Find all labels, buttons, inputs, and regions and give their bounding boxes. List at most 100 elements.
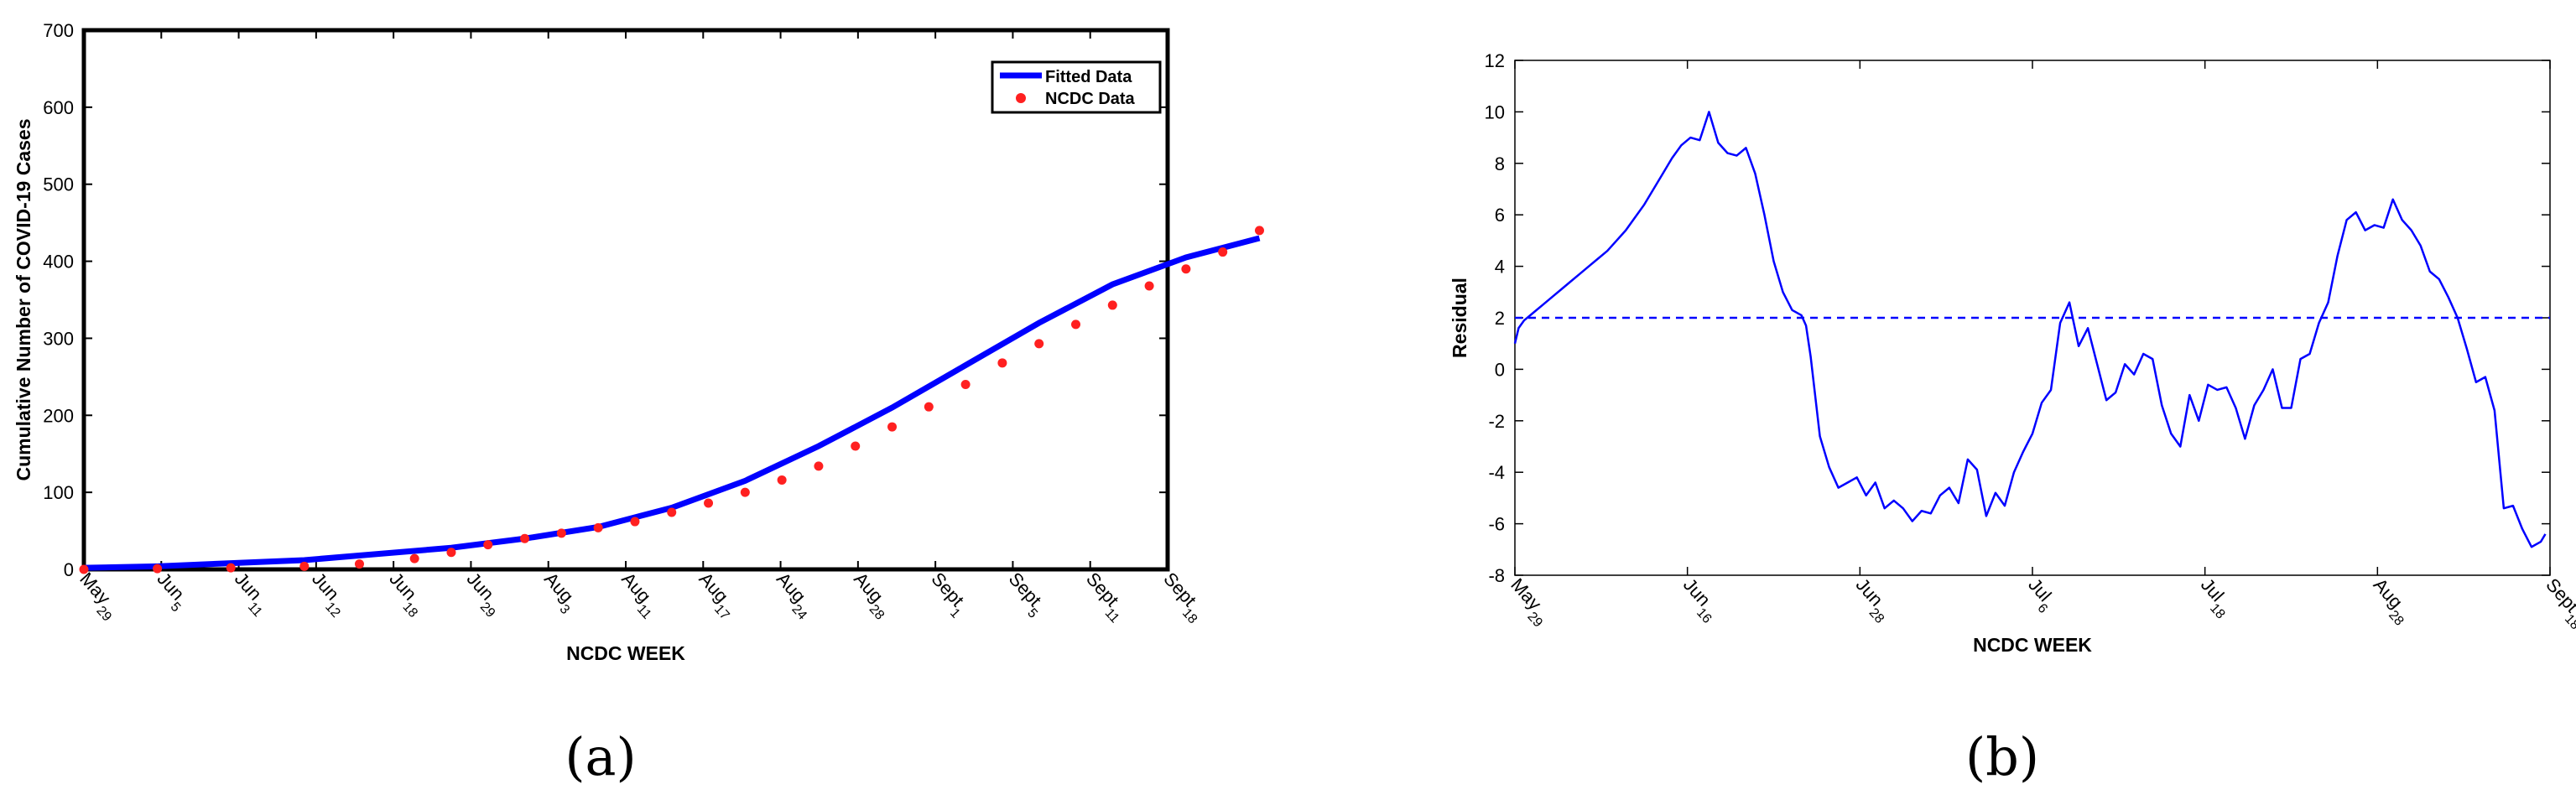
- ncdc-data-point: [79, 564, 89, 574]
- y-tick-label: 8: [1495, 153, 1505, 174]
- x-tick-day: 29: [93, 604, 114, 625]
- x-tick-day: 28: [1866, 605, 1887, 626]
- ncdc-data-point: [1071, 319, 1081, 330]
- legend: Fitted Data NCDC Data: [991, 60, 1162, 114]
- x-tick-month: Aug: [695, 569, 733, 607]
- ncdc-data-point: [960, 380, 971, 390]
- x-tick-month: Sept: [927, 569, 968, 610]
- y-tick-label: 2: [1495, 308, 1505, 329]
- x-tick-label: Jun29: [457, 569, 508, 621]
- ncdc-data-point: [354, 559, 364, 569]
- ncdc-data-point: [1144, 281, 1154, 291]
- x-tick-label: Sept18: [1154, 569, 1211, 627]
- x-tick-label: Jul6: [2019, 574, 2061, 616]
- y-tick-label: -2: [1488, 411, 1505, 432]
- y-tick-label: 500: [43, 174, 74, 195]
- x-tick-month: Jul: [2024, 574, 2055, 606]
- ncdc-data-point: [226, 563, 236, 573]
- ncdc-data-point: [704, 498, 714, 508]
- x-tick-month: Jul: [2197, 574, 2228, 606]
- x-tick-month: Jun: [1679, 574, 1715, 610]
- x-tick-day: 12: [322, 600, 343, 621]
- y-tick-label: 10: [1485, 101, 1505, 122]
- chart-a: 0100200300400500600700May29Jun5Jun11Jun1…: [13, 20, 1264, 664]
- x-tick-day: 24: [788, 602, 809, 623]
- ncdc-data-point: [887, 422, 898, 432]
- panel-label-a: (a): [565, 726, 636, 787]
- y-tick-label: 100: [43, 482, 74, 503]
- y-axis-label: Residual: [1449, 278, 1470, 358]
- x-tick-month: Jun: [385, 569, 420, 605]
- x-tick-month: Aug: [617, 569, 655, 607]
- x-tick-day: 6: [2034, 601, 2050, 616]
- x-tick-label: Jun18: [380, 569, 431, 621]
- fitted-data-line: [83, 235, 1261, 571]
- y-tick-label: 200: [43, 405, 74, 426]
- x-tick-day: 29: [1524, 610, 1545, 631]
- ncdc-data-point: [1034, 339, 1044, 349]
- x-tick-day: 18: [2207, 601, 2228, 622]
- x-tick-month: May: [75, 569, 114, 609]
- x-tick-month: Aug: [773, 569, 810, 607]
- x-tick-label: May29: [1501, 574, 1556, 631]
- y-tick-label: 300: [43, 328, 74, 349]
- ncdc-data-point: [593, 522, 603, 532]
- x-tick-day: 18: [1179, 606, 1200, 627]
- x-tick-label: Aug17: [690, 569, 742, 623]
- x-tick-day: 11: [245, 600, 265, 620]
- chart-b: -8-6-4-2024681012May29Jun16Jun28Jul6Jul1…: [1449, 50, 2576, 656]
- x-tick-month: Aug: [540, 569, 578, 607]
- x-tick-label: Jul18: [2191, 574, 2238, 622]
- x-tick-label: Jun11: [225, 569, 275, 621]
- x-tick-day: 28: [2386, 608, 2407, 629]
- x-tick-label: Aug28: [2364, 574, 2417, 629]
- panel-label-b: (b): [1965, 726, 2039, 787]
- ncdc-data-point: [1181, 264, 1191, 274]
- y-tick-label: 0: [1495, 359, 1505, 380]
- x-tick-month: Sept: [2542, 574, 2576, 616]
- legend-fitted-label: Fitted Data: [1045, 68, 1132, 86]
- x-tick-month: Sept: [1005, 569, 1046, 610]
- x-tick-label: May29: [70, 569, 125, 625]
- ncdc-data-point: [1107, 300, 1117, 310]
- x-tick-month: Jun: [154, 569, 189, 605]
- x-tick-month: May: [1507, 574, 1545, 615]
- ncdc-data-point: [740, 487, 750, 497]
- x-tick-label: Jun16: [1673, 574, 1725, 626]
- ncdc-data-point: [924, 402, 934, 412]
- ncdc-data-point: [997, 358, 1007, 368]
- ncdc-data-point: [814, 461, 824, 471]
- x-tick-day: 17: [711, 602, 732, 623]
- x-tick-day: 3: [557, 602, 573, 617]
- x-tick-day: 11: [1102, 606, 1122, 626]
- x-tick-label: Jun12: [302, 569, 353, 621]
- x-tick-label: Aug24: [767, 569, 820, 623]
- y-tick-label: -4: [1488, 462, 1505, 483]
- x-axis-label: NCDC WEEK: [566, 642, 685, 664]
- ncdc-data-point: [483, 540, 493, 550]
- y-axis-label: Cumulative Number of COVID-19 Cases: [13, 118, 34, 480]
- x-tick-day: 11: [634, 602, 654, 622]
- plot-frame: [81, 28, 1170, 572]
- ncdc-data-point: [446, 548, 456, 558]
- x-tick-label: Aug3: [534, 569, 582, 618]
- x-tick-label: Sept5: [999, 569, 1051, 621]
- ncdc-data-point: [1254, 226, 1264, 236]
- x-tick-month: Aug: [850, 569, 887, 607]
- x-tick-day: 18: [399, 600, 420, 621]
- ncdc-data-point: [556, 528, 566, 538]
- y-tick-label: 0: [64, 559, 74, 580]
- x-tick-day: 28: [866, 602, 887, 623]
- x-tick-day: 16: [1694, 605, 1715, 626]
- x-tick-month: Jun: [231, 569, 266, 605]
- x-tick-month: Sept: [1082, 569, 1123, 610]
- x-tick-month: Jun: [308, 569, 343, 605]
- y-tick-label: 4: [1495, 257, 1505, 278]
- x-tick-label: Aug11: [612, 569, 665, 622]
- ncdc-data-point: [299, 561, 310, 571]
- x-tick-month: Aug: [2370, 574, 2407, 613]
- legend-ncdc-swatch: [1016, 93, 1026, 103]
- x-tick-day: 1: [947, 606, 963, 621]
- x-tick-label: Sept18: [2537, 574, 2576, 633]
